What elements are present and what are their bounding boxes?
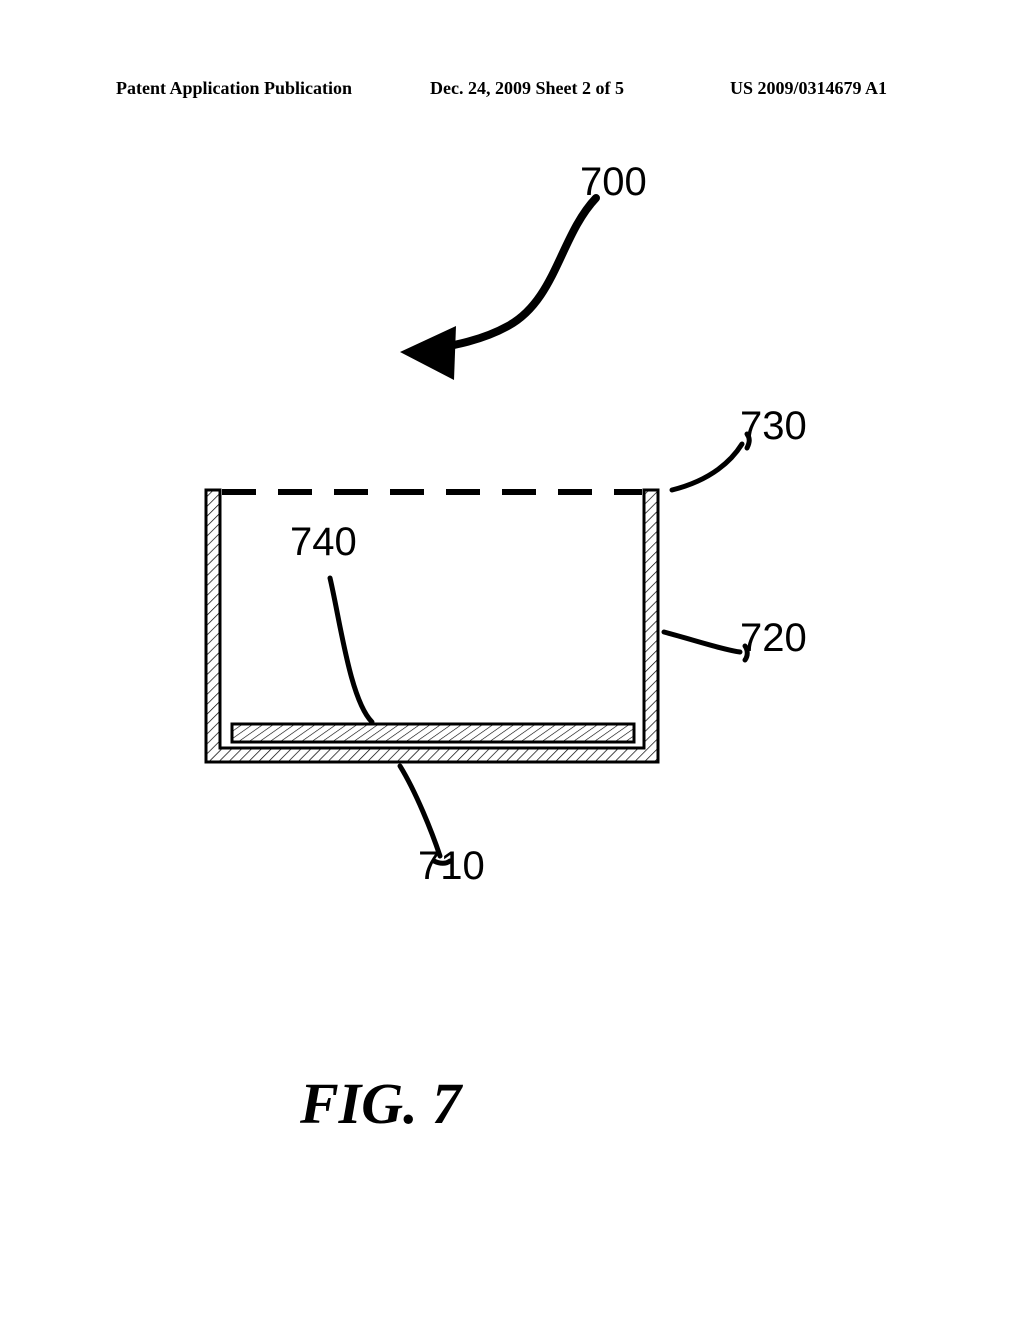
inner-plate xyxy=(232,724,634,742)
ref-720: 720 xyxy=(740,616,807,661)
leader-710 xyxy=(400,766,440,856)
ref-740: 740 xyxy=(290,520,357,565)
container-outer-outline xyxy=(206,490,658,762)
arrow-shaft xyxy=(418,198,596,352)
container xyxy=(206,490,658,762)
ref-710: 710 xyxy=(418,844,485,889)
figure-7: 700 730 740 720 710 FIG. 7 xyxy=(0,0,1024,1320)
arrow-head-icon xyxy=(400,326,456,380)
figure-svg xyxy=(0,0,1024,1320)
leader-720 xyxy=(664,632,740,652)
ref-730: 730 xyxy=(740,404,807,449)
leader-740 xyxy=(330,578,372,722)
leader-730 xyxy=(672,444,742,490)
leader-lines xyxy=(330,434,749,863)
page-root: Patent Application Publication Dec. 24, … xyxy=(0,0,1024,1320)
main-reference-arrow xyxy=(400,198,596,380)
ref-700: 700 xyxy=(580,160,647,205)
figure-caption: FIG. 7 xyxy=(300,1070,461,1137)
